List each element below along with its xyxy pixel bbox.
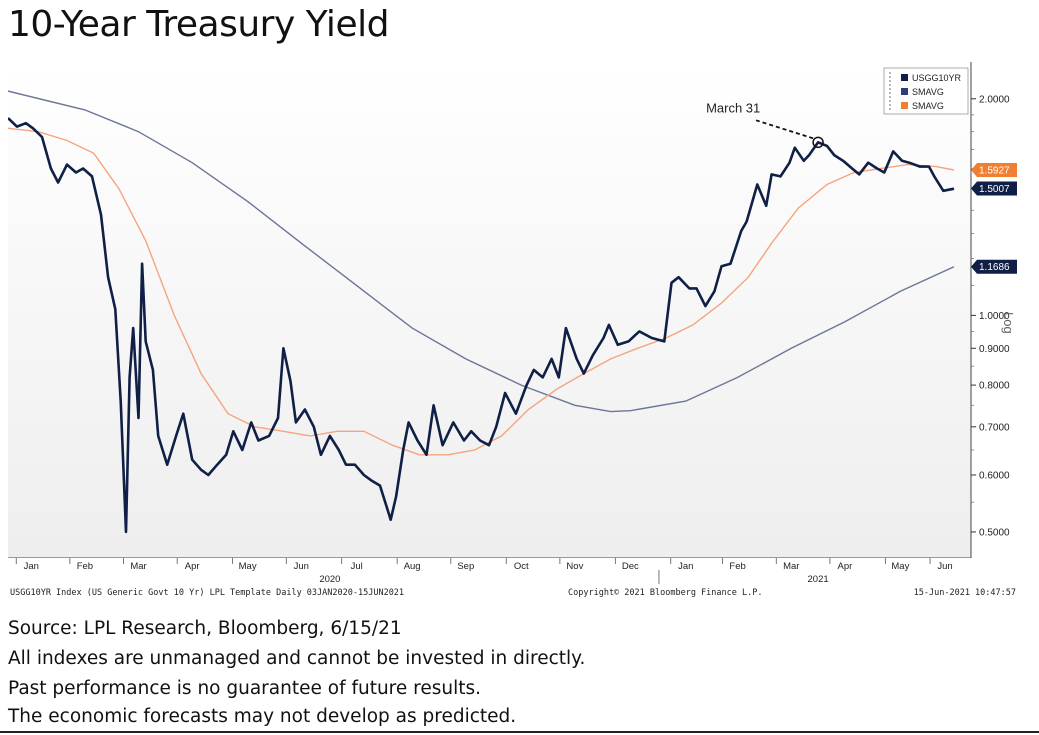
legend: USGG10YR SMAVG SMAVG bbox=[883, 67, 969, 115]
x-year-label: 2021 bbox=[808, 574, 829, 585]
chart-footer-center: Copyright© 2021 Bloomberg Finance L.P. bbox=[568, 588, 762, 598]
page-title: 10-Year Treasury Yield bbox=[8, 4, 389, 45]
x-tick-label: Mar bbox=[783, 561, 799, 572]
x-tick-label: Jun bbox=[294, 561, 309, 572]
last-value-tag bbox=[971, 162, 1017, 177]
march-31-annotation: March 31 bbox=[706, 100, 824, 149]
footer-disclaimer-2: Past performance is no guarantee of futu… bbox=[8, 678, 481, 699]
last-value-labels: 1.5927 1.5007 1.1686 bbox=[971, 162, 1017, 274]
chart-footer-left: USGG10YR Index (US Generic Govt 10 Yr) L… bbox=[10, 588, 404, 598]
x-tick-label: May bbox=[891, 561, 909, 572]
legend-label-smavg-short: SMAVG bbox=[912, 101, 944, 111]
x-tick-label: Jan bbox=[678, 561, 693, 572]
x-tick-label: Apr bbox=[838, 561, 853, 572]
bottom-rule bbox=[0, 731, 1039, 733]
y-tick-label: 1.0000 bbox=[979, 311, 1010, 322]
x-tick-label: Jan bbox=[24, 561, 39, 572]
y-tick-label: 0.9000 bbox=[979, 344, 1010, 355]
x-axis-ticks: Jan Feb Mar Apr May Jun Jul Aug Sep Oct Nov Dec Jan F… bbox=[15, 558, 953, 585]
y-tick-label: 0.8000 bbox=[979, 381, 1010, 392]
y-tick-label: 2.0000 bbox=[979, 94, 1010, 105]
yield-line bbox=[8, 117, 955, 534]
last-value-tag bbox=[971, 181, 1017, 196]
x-tick-label: Jun bbox=[937, 561, 952, 572]
x-tick-label: Mar bbox=[130, 561, 146, 572]
x-axis-band bbox=[8, 558, 1018, 602]
legend-swatch-smavg-long bbox=[901, 88, 908, 95]
footer-source: Source: LPL Research, Bloomberg, 6/15/21 bbox=[8, 618, 402, 639]
legend-label-usgg10yr: USGG10YR bbox=[912, 73, 962, 83]
last-value-text: 1.5927 bbox=[979, 165, 1010, 176]
sma-200-line bbox=[8, 90, 955, 413]
x-tick-label: Aug bbox=[404, 561, 421, 572]
last-value-text: 1.1686 bbox=[979, 262, 1010, 273]
last-value-tag bbox=[971, 259, 1017, 274]
x-year-label: 2020 bbox=[319, 574, 340, 585]
x-tick-label: Apr bbox=[185, 561, 200, 572]
annotation-label: March 31 bbox=[706, 100, 760, 115]
legend-label-smavg-long: SMAVG bbox=[912, 87, 944, 97]
annotation-marker bbox=[812, 136, 824, 149]
x-tick-label: Oct bbox=[514, 561, 529, 572]
x-tick-label: Feb bbox=[729, 561, 745, 572]
footer-disclaimer-3: The economic forecasts may not develop a… bbox=[8, 706, 517, 727]
sma-50-line bbox=[8, 127, 955, 456]
x-tick-label: Dec bbox=[622, 561, 639, 572]
y-axis-ticks: 0.5000 0.6000 0.7000 0.8000 0.9000 1.0000 2.00… bbox=[971, 94, 1010, 538]
y-tick-label: 0.7000 bbox=[979, 422, 1010, 433]
annotation-leader bbox=[755, 119, 814, 140]
legend-box bbox=[883, 67, 969, 115]
y-tick-label: 0.6000 bbox=[979, 470, 1010, 481]
x-tick-label: Sep bbox=[457, 561, 474, 572]
footer-disclaimer-1: All indexes are unmanaged and cannot be … bbox=[8, 648, 586, 669]
yield-chart: 0.5000 0.6000 0.7000 0.8000 0.9000 1.0000 2.00… bbox=[8, 62, 1018, 602]
legend-swatch-smavg-short bbox=[901, 102, 908, 109]
chart-footer-right: 15-Jun-2021 10:47:57 bbox=[914, 588, 1016, 598]
x-tick-label: Feb bbox=[77, 561, 93, 572]
axis-panel bbox=[971, 62, 1018, 558]
y-tick-label: 0.5000 bbox=[979, 527, 1010, 538]
x-tick-label: May bbox=[239, 561, 257, 572]
x-tick-label: Nov bbox=[566, 561, 583, 572]
legend-swatch-usgg10yr bbox=[901, 74, 908, 81]
x-tick-label: Jul bbox=[351, 561, 363, 572]
last-value-text: 1.5007 bbox=[979, 184, 1010, 195]
log-scale-label: Log bbox=[1001, 312, 1016, 334]
plot-background bbox=[8, 62, 971, 558]
